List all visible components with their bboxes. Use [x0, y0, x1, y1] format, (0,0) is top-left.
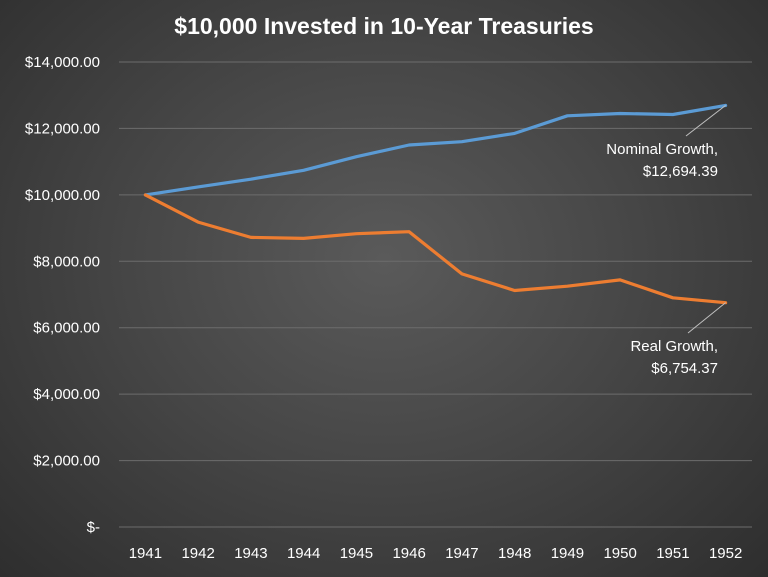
x-tick-label: 1942 — [181, 545, 214, 562]
annotation-leader-line — [687, 302, 726, 334]
series-lines — [143, 103, 728, 305]
series-line-real — [143, 193, 728, 305]
x-tick-label: 1947 — [445, 545, 478, 562]
y-tick-label: $4,000.00 — [33, 386, 100, 403]
x-tick-label: 1946 — [392, 545, 425, 562]
x-axis-tick-labels: 1941 1942 1943 1944 1945 1946 1947 1948 1949 1950… — [129, 545, 743, 562]
annotation-label: $12,694.39 — [643, 163, 718, 180]
annotation-leader-line — [685, 104, 726, 137]
y-tick-label: $6,000.00 — [33, 320, 100, 337]
gridlines — [119, 61, 752, 528]
x-tick-label: 1945 — [340, 545, 373, 562]
series-line-nominal — [143, 103, 728, 197]
y-tick-label: $2,000.00 — [33, 453, 100, 470]
annotation-label: $6,754.37 — [651, 360, 718, 377]
y-tick-label: $8,000.00 — [33, 253, 100, 270]
x-tick-label: 1941 — [129, 545, 162, 562]
y-tick-label: $- — [87, 519, 100, 536]
annotation-label: Real Growth, — [630, 338, 718, 355]
annotation-label: Nominal Growth, — [606, 141, 718, 158]
x-tick-label: 1951 — [656, 545, 689, 562]
x-tick-label: 1943 — [234, 545, 267, 562]
x-tick-label: 1944 — [287, 545, 320, 562]
x-tick-label: 1948 — [498, 545, 531, 562]
y-axis-tick-labels: $- $2,000.00 $4,000.00 $6,000.00 $8,000.00 $1… — [25, 54, 100, 536]
y-tick-label: $12,000.00 — [25, 120, 100, 137]
y-tick-label: $10,000.00 — [25, 187, 100, 204]
y-tick-label: $14,000.00 — [25, 54, 100, 71]
x-tick-label: 1952 — [709, 545, 742, 562]
data-annotations: Nominal Growth, $12,694.39 Real Growth, $6,… — [606, 104, 726, 377]
chart-title: $10,000 Invested in 10-Year Treasuries — [174, 13, 593, 39]
x-tick-label: 1950 — [603, 545, 636, 562]
x-tick-label: 1949 — [551, 545, 584, 562]
